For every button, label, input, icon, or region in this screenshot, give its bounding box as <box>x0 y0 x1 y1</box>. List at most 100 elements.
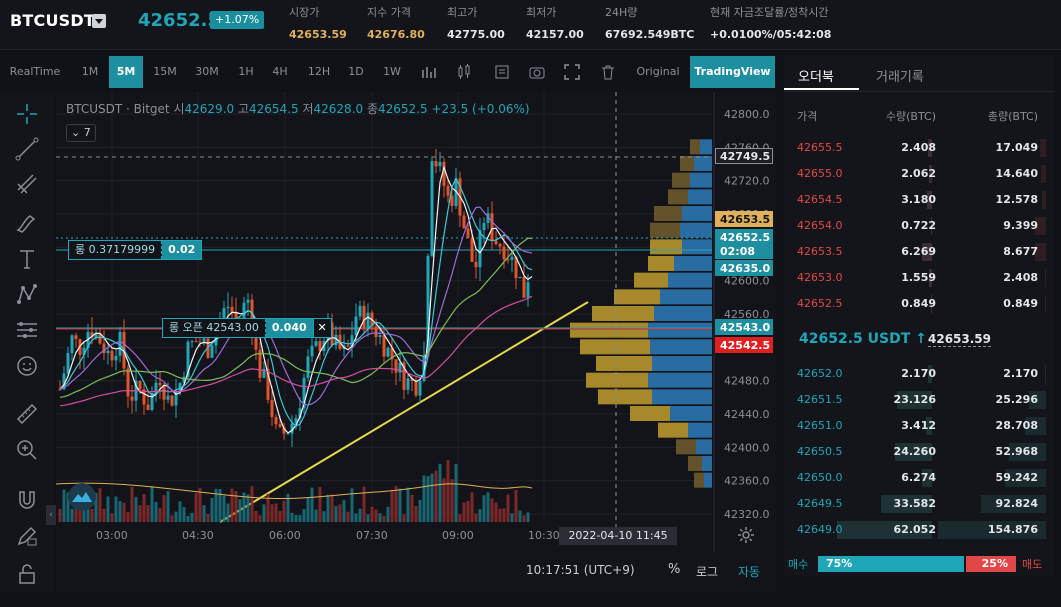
indicator-toggle[interactable]: ⌄ 7 <box>66 124 96 142</box>
zoom-in-icon[interactable] <box>15 438 39 462</box>
emoji-icon[interactable] <box>15 354 39 378</box>
timeframe-4h[interactable]: 4H <box>272 65 288 78</box>
candle-body <box>102 343 106 354</box>
x-tick-label: 10:30 <box>528 529 560 542</box>
ruler-icon[interactable] <box>15 402 39 426</box>
open-order-label[interactable]: 롱 오픈 42543.00 0.040 ✕ <box>162 318 332 338</box>
trash-icon[interactable] <box>600 64 616 80</box>
log-scale-button[interactable]: 로그 <box>696 565 719 579</box>
text-icon[interactable] <box>15 247 39 271</box>
candle-body <box>90 331 94 338</box>
bar-style-icon[interactable] <box>421 64 437 80</box>
auto-scale-button[interactable]: 자동 <box>738 565 761 579</box>
volume-profile-buy <box>648 322 712 338</box>
volume-profile-sell <box>570 322 648 338</box>
ask-row[interactable]: 42652.5 0.849 0.849 <box>784 293 1054 315</box>
fib-icon[interactable] <box>15 172 39 196</box>
candle-body <box>374 326 378 338</box>
volume-bar <box>502 508 506 522</box>
volume-bar <box>518 510 522 522</box>
candle-body <box>486 213 490 224</box>
tab-trade-history[interactable]: 거래기록 <box>876 70 924 85</box>
clock: 10:17:51 (UTC+9) <box>526 563 635 577</box>
timeframe-1w[interactable]: 1W <box>383 65 401 78</box>
candle-body <box>490 213 494 241</box>
brush-icon[interactable] <box>15 210 39 234</box>
volume-bar <box>450 479 454 522</box>
ask-row[interactable]: 42653.0 1.559 2.408 <box>784 267 1054 289</box>
symbol-dropdown-icon[interactable] <box>92 14 106 28</box>
total-depth-bar <box>938 521 1046 539</box>
volume-bar <box>302 509 306 522</box>
bid-row[interactable]: 42650.0 6.274 59.242 <box>784 467 1054 489</box>
symbol-title[interactable]: BTCUSDT <box>10 11 95 30</box>
candle-body <box>106 350 110 354</box>
percent-scale-button[interactable]: % <box>668 562 681 577</box>
note-icon[interactable] <box>494 64 510 80</box>
candle-body <box>58 389 62 390</box>
lock-icon[interactable] <box>15 562 39 586</box>
volume-bar <box>58 508 62 522</box>
volume-profile-buy <box>690 172 712 188</box>
timeframe-30m[interactable]: 30M <box>195 65 219 78</box>
close-icon[interactable]: ✕ <box>312 319 331 337</box>
candle-style-icon[interactable] <box>456 64 472 80</box>
ask-row[interactable]: 42655.0 2.062 14.640 <box>784 163 1054 185</box>
pattern-icon[interactable] <box>15 282 39 306</box>
total-depth-bar <box>1029 391 1046 409</box>
candle-body <box>346 345 350 347</box>
candle-body <box>130 396 134 401</box>
bid-row[interactable]: 42651.5 23.126 25.296 <box>784 389 1054 411</box>
volume-bar <box>370 506 374 522</box>
volume-profile-sell <box>614 289 660 305</box>
price-tag: 42635.0 <box>715 260 773 276</box>
price-chart[interactable]: 42800.042760.042720.042680.042640.042600… <box>56 92 776 552</box>
original-view-button[interactable]: Original <box>636 65 680 78</box>
chart-area[interactable]: 42800.042760.042720.042680.042640.042600… <box>46 92 776 592</box>
collapse-toolbar-button[interactable]: ‹ <box>46 505 56 525</box>
bid-row[interactable]: 42649.5 33.582 92.824 <box>784 493 1054 515</box>
fullscreen-icon[interactable] <box>564 64 580 80</box>
bid-row[interactable]: 42651.0 3.412 28.708 <box>784 415 1054 437</box>
measure-icon[interactable] <box>15 318 39 342</box>
camera-icon[interactable] <box>529 64 545 80</box>
candle-body <box>74 335 78 340</box>
volume-profile-sell <box>592 306 654 321</box>
crosshair-icon[interactable] <box>15 102 39 126</box>
volume-profile-buy <box>670 406 712 421</box>
tab-orderbook[interactable]: 오더북 <box>798 70 834 85</box>
magnet-icon[interactable] <box>15 488 39 512</box>
candle-body <box>502 246 506 260</box>
ask-row[interactable]: 42654.0 0.722 9.399 <box>784 215 1054 237</box>
tradingview-view-button[interactable]: TradingView <box>690 56 775 88</box>
stat-5: 현재 자금조달률/정착시간 +0.0100%/05:42:08 <box>710 4 831 41</box>
bid-row[interactable]: 42650.5 24.260 52.968 <box>784 441 1054 463</box>
ask-row[interactable]: 42653.5 6.269 8.677 <box>784 241 1054 263</box>
bid-row[interactable]: 42652.0 2.170 2.170 <box>784 363 1054 385</box>
timeframe-1h[interactable]: 1H <box>238 65 254 78</box>
bid-row[interactable]: 42649.0 62.052 154.876 <box>784 519 1054 541</box>
volume-bar <box>438 463 442 522</box>
position-line-label[interactable]: 롱 0.37179999 0.02 <box>68 240 203 260</box>
volume-bar <box>286 493 290 522</box>
ask-row[interactable]: 42655.5 2.408 17.049 <box>784 137 1054 159</box>
timeframe-12h[interactable]: 12H <box>307 65 331 78</box>
candle-body <box>170 395 174 406</box>
timeframe-realtime[interactable]: RealTime <box>9 65 61 78</box>
timeframe-5m[interactable]: 5M <box>109 56 143 88</box>
pencil-lock-icon[interactable] <box>15 524 39 548</box>
timeframe-1d[interactable]: 1D <box>348 65 364 78</box>
trend-line-icon[interactable] <box>15 137 39 161</box>
y-tick-label: 42720.0 <box>724 175 770 188</box>
chart-legend: BTCUSDT · Bitget 시42629.0 고42654.5 저4262… <box>66 100 530 117</box>
volume-bar <box>402 514 406 522</box>
stat-label: 시장가 <box>289 6 320 19</box>
volume-profile-sell <box>690 139 700 155</box>
ask-row[interactable]: 42654.5 3.180 12.578 <box>784 189 1054 211</box>
volume-profile-buy <box>668 272 712 288</box>
timeframe-15m[interactable]: 15M <box>153 65 177 78</box>
settings-gear-icon[interactable] <box>737 526 755 544</box>
timeframe-1m[interactable]: 1M <box>81 65 99 78</box>
candle-body <box>294 418 298 424</box>
volume-bar <box>350 488 354 522</box>
